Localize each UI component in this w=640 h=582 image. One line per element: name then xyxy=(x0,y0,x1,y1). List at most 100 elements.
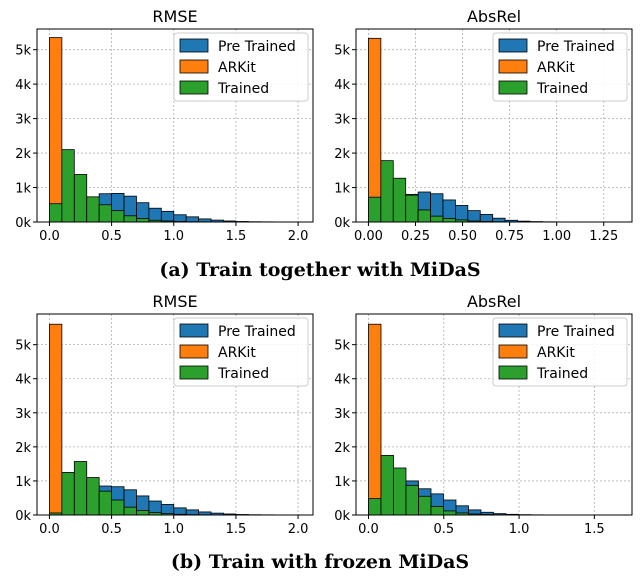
chart-title: AbsRel xyxy=(467,292,521,311)
chart-panel-1: 0.0 0.5 1.0 1.5 2.0 0k 1k 2k 3k 4k 5k RMSE Pre Train… xyxy=(15,7,314,244)
x-tick-label: 2.0 xyxy=(288,229,309,244)
x-tick-label: 1.00 xyxy=(542,229,571,244)
plot-frame xyxy=(355,28,633,223)
chart-panel-2: 0.00 0.25 0.50 0.75 1.00 1.25 0k 1k 2k 3k 4k 5k AbsR… xyxy=(334,7,633,244)
bar-trained xyxy=(380,454,394,516)
bar-pre-trained xyxy=(185,216,200,223)
bar-trained xyxy=(98,490,112,516)
bar-trained xyxy=(86,196,100,223)
bar-pre-trained xyxy=(185,509,200,516)
x-tick-label: 1.5 xyxy=(226,229,247,244)
bar-trained xyxy=(136,510,150,516)
bar-arkit xyxy=(49,37,63,223)
legend-label: Pre Trained xyxy=(218,39,296,55)
bar-trained xyxy=(86,477,100,516)
plot-frame xyxy=(36,28,314,223)
plot-frame xyxy=(36,313,314,516)
legend-swatch xyxy=(179,323,209,338)
legend-label: ARKit xyxy=(537,60,575,76)
x-tick-label: 0.0 xyxy=(39,522,60,537)
chart-title: RMSE xyxy=(152,292,197,311)
legend-label: ARKit xyxy=(218,60,256,76)
y-tick-label: 4k xyxy=(15,78,31,93)
x-tick-label: 0.75 xyxy=(495,229,524,244)
bar-trained xyxy=(123,215,137,223)
bar-pre-trained xyxy=(467,210,481,223)
x-tick-label: 0.50 xyxy=(448,229,477,244)
legend-label: Pre Trained xyxy=(218,324,296,340)
bar-trained xyxy=(442,218,456,223)
bar-trained xyxy=(380,160,394,223)
legend-label: ARKit xyxy=(537,345,575,361)
legend-label: ARKit xyxy=(218,345,256,361)
legend-label: Pre Trained xyxy=(537,39,615,55)
bar-trained xyxy=(123,506,137,516)
y-tick-label: 0k xyxy=(15,509,31,524)
x-tick-label: 1.5 xyxy=(226,522,247,537)
bar-pre-trained xyxy=(160,210,175,223)
y-tick-label: 1k xyxy=(334,182,350,197)
x-tick-label: 0.5 xyxy=(101,522,122,537)
plot-frame xyxy=(355,313,633,516)
bar-trained xyxy=(73,174,88,223)
legend-label: Trained xyxy=(536,366,588,382)
bar-pre-trained xyxy=(173,214,187,223)
bar-trained xyxy=(98,204,112,223)
bar-trained xyxy=(61,149,75,223)
bar-pre-trained xyxy=(479,214,494,223)
bar-trained xyxy=(368,498,382,516)
y-tick-label: 0k xyxy=(334,509,350,524)
x-tick-label: 0.00 xyxy=(354,229,383,244)
x-tick-label: 1.5 xyxy=(584,522,605,537)
x-tick-label: 0.0 xyxy=(39,229,60,244)
legend-label: Pre Trained xyxy=(537,324,615,340)
y-tick-label: 1k xyxy=(334,475,350,490)
bar-trained xyxy=(368,196,382,223)
y-tick-label: 5k xyxy=(15,339,31,354)
bar-trained xyxy=(111,210,125,223)
y-tick-label: 1k xyxy=(15,475,31,490)
y-tick-label: 0k xyxy=(334,216,350,231)
chart-title: AbsRel xyxy=(467,7,521,26)
y-tick-label: 4k xyxy=(334,78,350,93)
legend-swatch xyxy=(498,80,528,95)
bar-pre-trained xyxy=(455,205,469,223)
x-tick-label: 1.0 xyxy=(163,522,184,537)
legend-label: Trained xyxy=(536,81,588,97)
legend-swatch xyxy=(179,365,209,380)
y-tick-label: 0k xyxy=(15,216,31,231)
legend-swatch xyxy=(498,344,528,359)
y-tick-label: 2k xyxy=(15,147,31,162)
legend-swatch xyxy=(179,80,209,95)
caption-train-frozen: (b) Train with frozen MiDaS xyxy=(170,551,470,573)
legend-swatch xyxy=(179,59,209,74)
y-tick-label: 5k xyxy=(15,44,31,59)
y-tick-label: 4k xyxy=(334,373,350,388)
x-tick-label: 0.0 xyxy=(358,522,379,537)
y-tick-label: 3k xyxy=(334,113,350,128)
bar-trained xyxy=(49,203,63,223)
y-tick-label: 3k xyxy=(15,113,31,128)
bar-trained xyxy=(111,499,125,516)
x-tick-label: 0.25 xyxy=(401,229,430,244)
bar-trained xyxy=(73,461,88,516)
legend-swatch xyxy=(498,365,528,380)
legend-swatch xyxy=(498,59,528,74)
legend-swatch xyxy=(179,38,209,53)
legend-label: Trained xyxy=(217,81,269,97)
bar-trained xyxy=(417,209,431,223)
bar-trained xyxy=(61,472,75,516)
y-tick-label: 2k xyxy=(334,147,350,162)
y-tick-label: 2k xyxy=(334,441,350,456)
caption-train-together: (a) Train together with MiDaS xyxy=(159,259,481,281)
legend-swatch xyxy=(498,38,528,53)
chart-title: RMSE xyxy=(152,7,197,26)
bar-trained xyxy=(418,495,432,516)
legend-label: Trained xyxy=(217,366,269,382)
legend-swatch xyxy=(179,344,209,359)
bar-trained xyxy=(393,467,407,516)
legend-swatch xyxy=(498,323,528,338)
x-tick-label: 2.0 xyxy=(288,522,309,537)
y-tick-label: 5k xyxy=(334,339,350,354)
